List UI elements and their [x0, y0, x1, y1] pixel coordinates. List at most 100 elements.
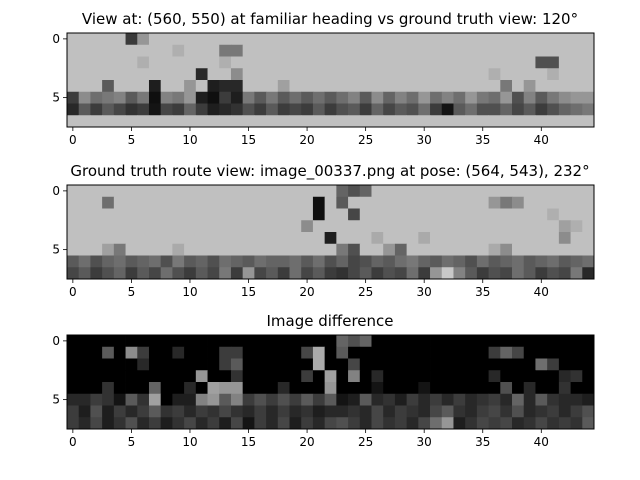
x-tick-label: 20 — [299, 435, 314, 449]
heatmap-cell — [500, 393, 513, 406]
heatmap-cell — [67, 232, 80, 245]
heatmap-cell — [465, 44, 478, 57]
heatmap-cell — [254, 255, 267, 268]
heatmap-cell — [78, 255, 91, 268]
heatmap-cell — [547, 44, 560, 57]
heatmap-cell — [430, 80, 443, 93]
heatmap-cell — [266, 267, 279, 280]
heatmap-cell — [523, 346, 536, 359]
heatmap-cell — [125, 382, 138, 395]
heatmap-cell — [336, 115, 349, 128]
heatmap-cell — [500, 80, 513, 93]
heatmap-cell — [476, 33, 489, 46]
heatmap-cell — [195, 358, 208, 371]
heatmap-cell — [406, 255, 419, 268]
heatmap-cell — [558, 115, 571, 128]
heatmap-cell — [523, 44, 536, 57]
heatmap-cell — [67, 220, 80, 233]
heatmap-cell — [289, 56, 302, 69]
heatmap-cell — [78, 232, 91, 245]
x-tick-label: 30 — [417, 285, 432, 299]
heatmap-cell — [113, 115, 126, 128]
heatmap-cell — [418, 255, 431, 268]
heatmap-cell — [406, 115, 419, 128]
heatmap-cell — [418, 382, 431, 395]
heatmap-cell — [254, 115, 267, 128]
heatmap-cell — [219, 255, 232, 268]
heatmap-cell — [465, 68, 478, 81]
heatmap-cell — [558, 196, 571, 209]
heatmap-cell — [301, 405, 314, 418]
heatmap-cell — [137, 185, 150, 198]
heatmap-cell — [441, 91, 454, 104]
heatmap-cell — [312, 68, 326, 81]
heatmap-cell — [266, 370, 279, 383]
heatmap-cell — [172, 255, 185, 268]
heatmap-cell — [172, 393, 185, 406]
heatmap-cell — [453, 33, 466, 46]
heatmap-cell — [277, 220, 290, 233]
heatmap-cell — [266, 91, 279, 104]
heatmap-cell — [476, 393, 489, 406]
heatmap-cell — [266, 208, 279, 221]
heatmap-cell — [254, 208, 267, 221]
heatmap-cell — [277, 68, 290, 81]
heatmap-cell — [301, 44, 314, 57]
heatmap-cell — [523, 56, 536, 69]
heatmap-cell — [359, 196, 372, 209]
heatmap-cell — [207, 346, 220, 359]
heatmap-cell — [465, 346, 478, 359]
heatmap-cell — [160, 208, 173, 221]
heatmap-cell — [570, 44, 583, 57]
heatmap-cell — [394, 358, 408, 371]
heatmap-cell — [230, 267, 244, 280]
heatmap-cell — [289, 80, 302, 93]
axes-frame — [66, 334, 595, 430]
heatmap-cell — [418, 243, 431, 256]
heatmap-cell — [195, 405, 208, 418]
heatmap-cell — [371, 91, 384, 104]
heatmap-cell — [90, 417, 103, 430]
heatmap-cell — [277, 56, 290, 69]
heatmap-cell — [324, 103, 337, 116]
heatmap-cell — [336, 91, 349, 104]
heatmap-cell — [547, 115, 560, 128]
heatmap-cell — [254, 405, 267, 418]
heatmap-cell — [558, 91, 571, 104]
heatmap-cell — [394, 68, 408, 81]
heatmap-cell — [453, 393, 466, 406]
heatmap-cell — [160, 80, 173, 93]
heatmap-cell — [113, 393, 126, 406]
heatmap-cell — [137, 358, 150, 371]
heatmap-cell — [195, 103, 208, 116]
heatmap-cell — [488, 91, 501, 104]
heatmap-cell — [359, 220, 372, 233]
heatmap-cell — [195, 267, 208, 280]
heatmap-cell — [102, 232, 115, 245]
heatmap-cell — [254, 80, 267, 93]
heatmap-cell — [266, 417, 279, 430]
heatmap-cell — [418, 335, 431, 348]
heatmap-cell — [312, 115, 326, 128]
heatmap-cell — [359, 267, 372, 280]
heatmap-cell — [160, 255, 173, 268]
heatmap-cell — [184, 80, 197, 93]
panel-2-title: Image difference — [266, 312, 393, 330]
heatmap-cell — [172, 115, 185, 128]
heatmap-cell — [148, 103, 162, 116]
heatmap-cell — [465, 370, 478, 383]
heatmap-cell — [453, 232, 466, 245]
heatmap-cell — [67, 243, 80, 256]
heatmap-cell — [230, 44, 244, 57]
heatmap-cell — [348, 335, 361, 348]
heatmap-cell — [570, 208, 583, 221]
heatmap-cell — [570, 243, 583, 256]
heatmap-cell — [371, 185, 384, 198]
heatmap-cell — [535, 103, 548, 116]
heatmap-cell — [453, 196, 466, 209]
heatmap-cell — [418, 80, 431, 93]
heatmap-cell — [78, 243, 91, 256]
heatmap-cell — [348, 405, 361, 418]
x-tick-label: 15 — [241, 435, 256, 449]
heatmap-cell — [523, 243, 536, 256]
